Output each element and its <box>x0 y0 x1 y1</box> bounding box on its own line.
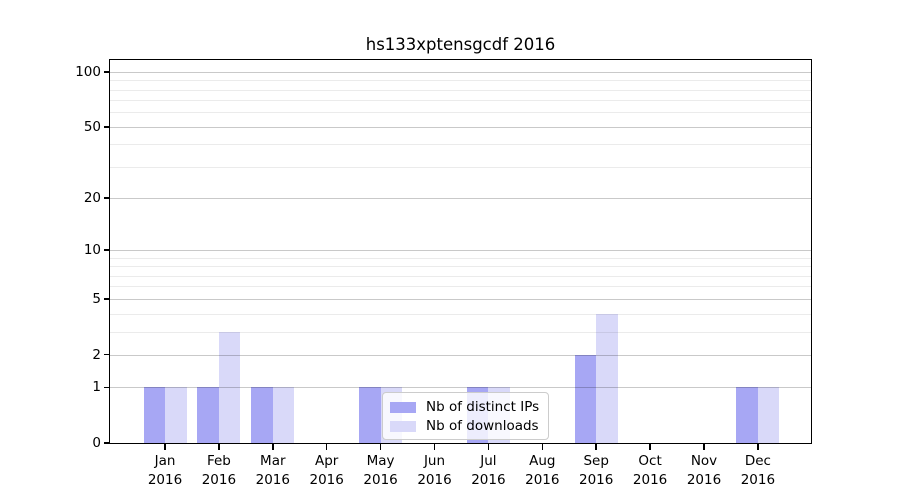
major-gridline-2 <box>110 354 811 356</box>
y-tick-label-10: 10 <box>83 242 101 259</box>
minor-gridline-30 <box>110 166 811 168</box>
minor-gridline-3 <box>110 331 811 333</box>
minor-gridline-7 <box>110 275 811 277</box>
y-tick-50 <box>104 126 110 128</box>
x-tick-label-oct-2016: Oct 2016 <box>632 453 668 488</box>
y-tick-label-20: 20 <box>83 190 101 207</box>
x-tick-may-2016 <box>379 444 382 450</box>
legend-item-distinct-ips: Nb of distinct IPs <box>390 399 539 415</box>
bar-distinct-ips-dec-2016 <box>736 387 758 443</box>
y-tick-20 <box>104 197 110 199</box>
x-tick-label-jun-2016: Jun 2016 <box>417 453 452 488</box>
legend-item-downloads: Nb of downloads <box>390 418 539 434</box>
x-tick-oct-2016 <box>649 444 651 450</box>
x-tick-sep-2016 <box>595 444 597 450</box>
x-tick-mar-2016 <box>272 444 274 450</box>
x-tick-label-jan-2016: Jan 2016 <box>147 453 183 488</box>
y-tick-label-100: 100 <box>75 63 101 80</box>
x-tick-apr-2016 <box>325 444 328 450</box>
major-gridline-50 <box>110 126 811 128</box>
y-tick-label-5: 5 <box>92 290 101 307</box>
minor-gridline-40 <box>110 144 811 146</box>
minor-gridline-70 <box>110 100 811 102</box>
y-tick-label-1: 1 <box>92 379 101 396</box>
bar-distinct-ips-jan-2016 <box>143 387 165 443</box>
bar-downloads-jan-2016 <box>165 387 187 443</box>
x-tick-label-aug-2016: Aug 2016 <box>525 453 560 488</box>
y-tick-label-0: 0 <box>92 435 101 451</box>
chart-title: hs133xptensgcdf 2016 <box>365 35 556 54</box>
minor-gridline-60 <box>110 112 811 114</box>
minor-gridline-9 <box>110 257 811 259</box>
major-gridline-5 <box>110 298 811 300</box>
y-tick-0 <box>104 442 110 444</box>
minor-gridline-90 <box>110 80 811 82</box>
y-tick-5 <box>104 298 110 300</box>
y-tick-label-2: 2 <box>92 346 101 363</box>
bar-downloads-mar-2016 <box>272 387 295 443</box>
minor-gridline-6 <box>110 286 811 288</box>
bar-distinct-ips-mar-2016 <box>251 387 273 443</box>
y-tick-100 <box>104 71 110 73</box>
plot-area <box>110 60 811 443</box>
bar-downloads-feb-2016 <box>218 331 241 443</box>
y-tick-1 <box>104 386 110 388</box>
x-tick-label-mar-2016: Mar 2016 <box>255 453 290 488</box>
legend-label-distinct-ips: Nb of distinct IPs <box>426 399 540 415</box>
major-gridline-10 <box>110 250 811 252</box>
minor-gridline-80 <box>110 89 811 91</box>
x-tick-label-may-2016: May 2016 <box>363 453 398 488</box>
legend-label-downloads: Nb of downloads <box>426 418 539 434</box>
x-tick-label-jul-2016: Jul 2016 <box>471 453 506 488</box>
major-gridline-1 <box>110 387 811 389</box>
x-tick-label-nov-2016: Nov 2016 <box>686 453 722 488</box>
major-gridline-20 <box>110 198 811 200</box>
bar-downloads-dec-2016 <box>757 387 780 443</box>
x-tick-label-sep-2016: Sep 2016 <box>579 453 614 488</box>
legend: Nb of distinct IPs Nb of downloads <box>382 392 550 440</box>
x-tick-feb-2016 <box>218 444 220 450</box>
minor-gridline-8 <box>110 266 811 268</box>
bar-distinct-ips-sep-2016 <box>574 354 597 443</box>
legend-swatch-downloads <box>390 420 416 432</box>
y-tick-10 <box>104 249 110 251</box>
x-tick-jul-2016 <box>487 444 490 450</box>
x-tick-aug-2016 <box>541 444 544 450</box>
bar-distinct-ips-feb-2016 <box>197 387 219 443</box>
x-tick-label-apr-2016: Apr 2016 <box>309 453 344 488</box>
x-tick-label-dec-2016: Dec 2016 <box>740 453 776 488</box>
minor-gridline-4 <box>110 313 811 315</box>
major-gridline-100 <box>110 71 811 73</box>
legend-swatch-distinct-ips <box>390 401 416 413</box>
bar-distinct-ips-may-2016 <box>359 387 381 443</box>
x-tick-label-feb-2016: Feb 2016 <box>201 453 237 488</box>
x-tick-jan-2016 <box>164 444 166 450</box>
x-tick-nov-2016 <box>703 444 705 450</box>
x-tick-dec-2016 <box>757 444 759 450</box>
bar-downloads-sep-2016 <box>596 313 618 443</box>
y-tick-2 <box>104 353 110 356</box>
x-tick-jun-2016 <box>433 444 436 450</box>
y-tick-label-50: 50 <box>83 118 101 135</box>
